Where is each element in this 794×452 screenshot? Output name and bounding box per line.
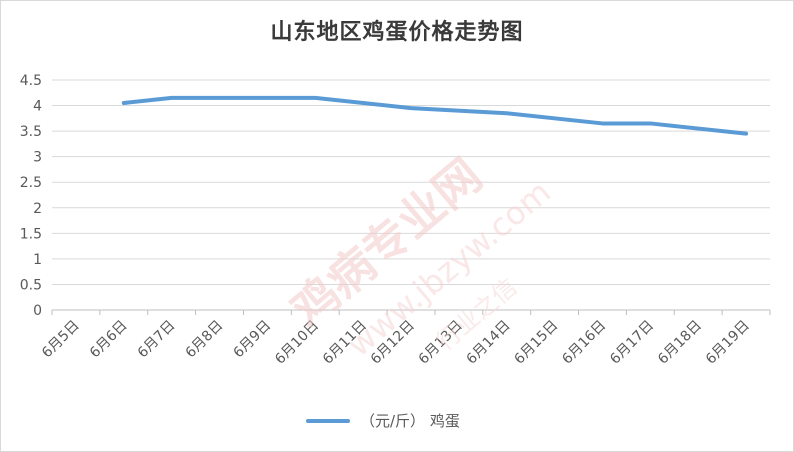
x-tick-label: 6月17日 — [607, 318, 657, 368]
y-tick-label: 3 — [33, 150, 42, 166]
x-tick-label: 6月15日 — [511, 318, 561, 368]
x-tick-label: 6月5日 — [39, 318, 83, 362]
x-tick-label: 6月16日 — [559, 318, 609, 368]
legend-label: （元/斤） 鸡蛋 — [360, 412, 460, 430]
y-tick-label: 0.5 — [20, 277, 42, 293]
x-tick-label: 6月8日 — [183, 318, 227, 362]
x-tick-label: 6月10日 — [272, 318, 322, 368]
x-tick-label: 6月6日 — [87, 318, 131, 362]
x-tick-label: 6月7日 — [135, 318, 179, 362]
x-tick-label: 6月9日 — [231, 318, 275, 362]
legend-line-swatch — [306, 418, 350, 423]
x-tick-label: 6月14日 — [464, 318, 514, 368]
y-tick-label: 0 — [33, 303, 42, 319]
x-tick-label: 6月19日 — [703, 318, 753, 368]
y-tick-label: 1.5 — [20, 226, 42, 242]
y-tick-label: 1 — [33, 252, 42, 268]
chart-legend: （元/斤） 鸡蛋 — [306, 410, 460, 431]
y-tick-label: 2.5 — [20, 175, 42, 191]
y-tick-label: 3.5 — [20, 124, 42, 140]
x-tick-label: 6月11日 — [320, 318, 370, 368]
x-tick-label: 6月12日 — [368, 318, 418, 368]
y-tick-label: 4 — [33, 99, 42, 115]
x-tick-label: 6月13日 — [416, 318, 466, 368]
series-line — [121, 95, 749, 136]
chart-title: 山东地区鸡蛋价格走势图 — [270, 20, 524, 45]
y-tick-label: 4.5 — [20, 73, 42, 89]
y-tick-label: 2 — [33, 201, 42, 217]
x-tick-label: 6月18日 — [655, 318, 705, 368]
